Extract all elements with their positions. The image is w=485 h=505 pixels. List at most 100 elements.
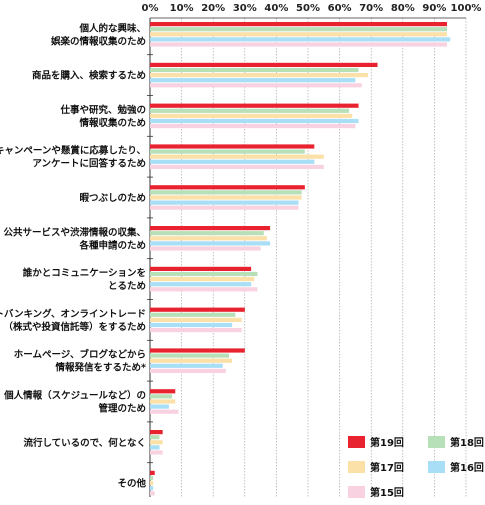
category-label: 個人情報（スケジュールなど）の xyxy=(3,390,146,402)
bar xyxy=(150,236,267,241)
bar xyxy=(150,113,353,118)
bar xyxy=(150,409,179,414)
bar xyxy=(150,73,369,78)
category-label: その他 xyxy=(117,478,146,490)
bar xyxy=(150,440,163,445)
category-label: 各種申請のため xyxy=(78,239,146,251)
bar xyxy=(150,266,252,271)
category-label: キャンペーンや懸賞に応募したり、 xyxy=(0,145,146,157)
x-tick-label: 40% xyxy=(264,3,288,14)
bar xyxy=(150,312,236,317)
bar xyxy=(150,62,378,67)
bar xyxy=(150,118,359,124)
bar xyxy=(150,486,154,491)
legend-label: 第16回 xyxy=(450,461,484,474)
bar xyxy=(150,124,356,129)
bar xyxy=(150,363,223,368)
legend-swatch xyxy=(428,436,445,448)
bar xyxy=(150,195,302,200)
bar xyxy=(150,353,229,358)
category-label: 情報収集のため xyxy=(78,117,146,129)
category-label: アンケートに回答するため xyxy=(32,158,146,170)
bar xyxy=(150,32,448,37)
bar xyxy=(150,67,359,73)
category-label: （株式や投資信託等）をするため xyxy=(3,321,146,333)
bar xyxy=(150,159,315,164)
bar xyxy=(150,358,233,363)
category-label: 流行しているので、何となく xyxy=(23,437,146,449)
category-label: 娯楽の情報収集のため xyxy=(51,35,146,47)
x-tick-label: 20% xyxy=(201,3,225,14)
x-tick-label: 60% xyxy=(328,3,352,14)
bar xyxy=(150,154,324,159)
bar xyxy=(150,435,160,440)
bar xyxy=(150,22,448,27)
category-label: 商品を購入、検索するため xyxy=(32,70,146,82)
bar xyxy=(150,185,305,190)
category-label: 管理のため xyxy=(98,403,146,415)
legend-swatch xyxy=(348,486,365,498)
category-label: 暇つぶしのため xyxy=(79,193,146,204)
legend-swatch xyxy=(348,461,365,473)
category-label: ホームページ、ブログなどから xyxy=(14,349,146,361)
bar xyxy=(150,226,271,231)
legend-swatch xyxy=(348,436,365,448)
bar xyxy=(150,200,299,205)
bar xyxy=(150,322,233,328)
category-label: ネットバンキング、オンライントレード xyxy=(0,308,146,320)
x-tick-label: 80% xyxy=(391,3,415,14)
bar xyxy=(150,246,261,251)
category-label: 情報発信をするため* xyxy=(55,362,147,374)
legend-label: 第15回 xyxy=(370,486,404,499)
bar xyxy=(150,287,258,292)
bar xyxy=(150,470,155,475)
legend-swatch xyxy=(428,461,445,473)
bar xyxy=(150,491,155,496)
bar xyxy=(150,149,305,154)
category-label: 誰かとコミュニケーションを xyxy=(23,267,146,279)
bar xyxy=(150,317,242,322)
bar xyxy=(150,307,245,312)
category-label: 個人的な興味、 xyxy=(78,22,146,34)
x-tick-label: 30% xyxy=(233,3,257,14)
x-tick-label: 70% xyxy=(359,3,383,14)
bar xyxy=(150,42,448,47)
bar xyxy=(150,277,255,282)
bar xyxy=(150,205,299,210)
bar xyxy=(150,368,226,373)
legend-label: 第17回 xyxy=(370,461,404,474)
bar xyxy=(150,475,154,481)
bar xyxy=(150,78,356,83)
bar xyxy=(150,399,176,404)
bar xyxy=(150,103,359,108)
bar xyxy=(150,481,154,486)
bar xyxy=(150,27,448,32)
bar xyxy=(150,241,271,246)
bar xyxy=(150,348,245,353)
bar xyxy=(150,83,362,88)
bar xyxy=(150,190,302,195)
bar xyxy=(150,282,252,287)
legend-label: 第18回 xyxy=(450,436,484,449)
bar xyxy=(150,37,451,42)
bar xyxy=(150,404,169,409)
category-label: 公共サービスや渋滞情報の収集、 xyxy=(3,226,146,238)
bar xyxy=(150,450,163,455)
bar xyxy=(150,231,264,236)
bar xyxy=(150,430,163,435)
x-tick-label: 50% xyxy=(296,3,320,14)
category-label: 仕事や研究、勉強の xyxy=(59,104,146,116)
x-tick-label: 10% xyxy=(170,3,194,14)
bar xyxy=(150,271,258,277)
category-label: とるため xyxy=(108,281,146,292)
x-tick-label: 90% xyxy=(422,3,446,14)
bar xyxy=(150,144,315,149)
bar xyxy=(150,389,176,394)
bar xyxy=(150,445,160,450)
bar xyxy=(150,164,324,169)
bar xyxy=(150,108,350,113)
legend-label: 第19回 xyxy=(370,436,404,449)
bar xyxy=(150,394,173,399)
x-tick-label: 100% xyxy=(451,3,482,14)
